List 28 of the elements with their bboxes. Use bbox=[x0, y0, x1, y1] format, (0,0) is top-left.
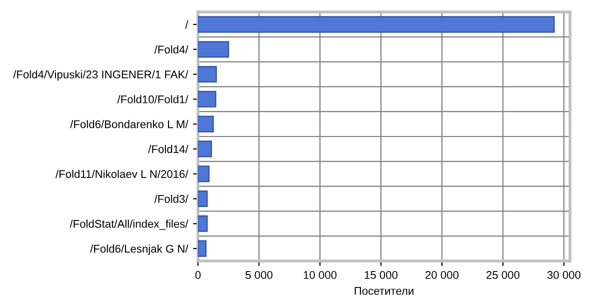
y-tick-label: /FoldStat/All/index_files/ bbox=[70, 220, 188, 230]
bar bbox=[198, 16, 555, 33]
x-tick-label: 25 000 bbox=[486, 271, 520, 279]
bar bbox=[198, 190, 208, 208]
bar bbox=[198, 240, 206, 257]
bar bbox=[198, 116, 214, 132]
y-tick-label: /Fold14/ bbox=[148, 144, 188, 154]
bar bbox=[198, 140, 212, 158]
y-tick-label: /Fold4/Vipuski/23 INGENER/1 FAK/ bbox=[13, 70, 188, 81]
bar bbox=[198, 90, 216, 108]
x-tick-label: 10 000 bbox=[304, 271, 337, 279]
bar bbox=[198, 215, 208, 232]
y-tick-label: /Fold10/Fold1/ bbox=[117, 95, 188, 104]
y-tick-label: /Fold6/Bondarenko L M/ bbox=[70, 120, 188, 128]
x-tick-label: 0 bbox=[195, 271, 201, 279]
bar bbox=[198, 166, 210, 182]
x-tick-label: 20 000 bbox=[426, 271, 458, 279]
bar bbox=[198, 66, 217, 83]
x-tick-label: 15 000 bbox=[364, 271, 398, 279]
y-tick-label: / bbox=[185, 20, 188, 29]
y-tick-label: /Fold6/Lesnjak G N/ bbox=[90, 244, 188, 255]
bar bbox=[198, 41, 230, 58]
y-tick-label: /Fold11/Nikolaev L N/2016/ bbox=[55, 170, 188, 178]
y-tick-label: /Fold4/ bbox=[154, 45, 188, 54]
x-tick-label: 30 000 bbox=[547, 271, 580, 279]
x-tick-label: 5 000 bbox=[246, 271, 272, 279]
x-axis-title: Посетители bbox=[354, 287, 414, 295]
y-tick-label: /Fold3/ bbox=[154, 194, 188, 203]
